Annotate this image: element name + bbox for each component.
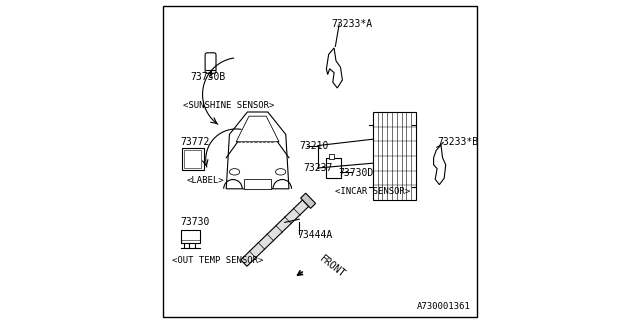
FancyBboxPatch shape: [329, 154, 334, 159]
Text: <OUT TEMP SENSOR>: <OUT TEMP SENSOR>: [172, 256, 264, 265]
Text: 73730B: 73730B: [191, 72, 226, 82]
Text: <LABEL>: <LABEL>: [186, 176, 224, 185]
Polygon shape: [241, 200, 308, 266]
Text: 73210: 73210: [300, 140, 328, 151]
Polygon shape: [301, 193, 316, 208]
FancyBboxPatch shape: [182, 148, 204, 170]
Polygon shape: [236, 116, 279, 142]
Text: 73730: 73730: [181, 217, 210, 228]
Text: 73444A: 73444A: [298, 230, 333, 240]
FancyBboxPatch shape: [181, 230, 200, 243]
FancyBboxPatch shape: [205, 53, 216, 73]
Text: FRONT: FRONT: [317, 253, 347, 279]
Ellipse shape: [275, 169, 285, 175]
FancyBboxPatch shape: [326, 158, 342, 178]
Text: A730001361: A730001361: [417, 302, 471, 311]
Text: 73237: 73237: [303, 163, 332, 173]
Text: 73233*A: 73233*A: [332, 19, 372, 29]
Polygon shape: [434, 145, 445, 185]
Text: 73233*B: 73233*B: [438, 137, 479, 148]
Text: <SUNSHINE SENSOR>: <SUNSHINE SENSOR>: [183, 101, 275, 110]
Polygon shape: [326, 48, 342, 88]
FancyBboxPatch shape: [372, 112, 416, 200]
Ellipse shape: [230, 169, 240, 175]
Text: <INCAR SENSOR>: <INCAR SENSOR>: [335, 188, 411, 196]
Polygon shape: [227, 112, 289, 189]
FancyBboxPatch shape: [244, 179, 271, 189]
Text: 73772: 73772: [181, 137, 210, 148]
FancyBboxPatch shape: [184, 150, 201, 168]
Text: 73730D: 73730D: [339, 168, 374, 178]
